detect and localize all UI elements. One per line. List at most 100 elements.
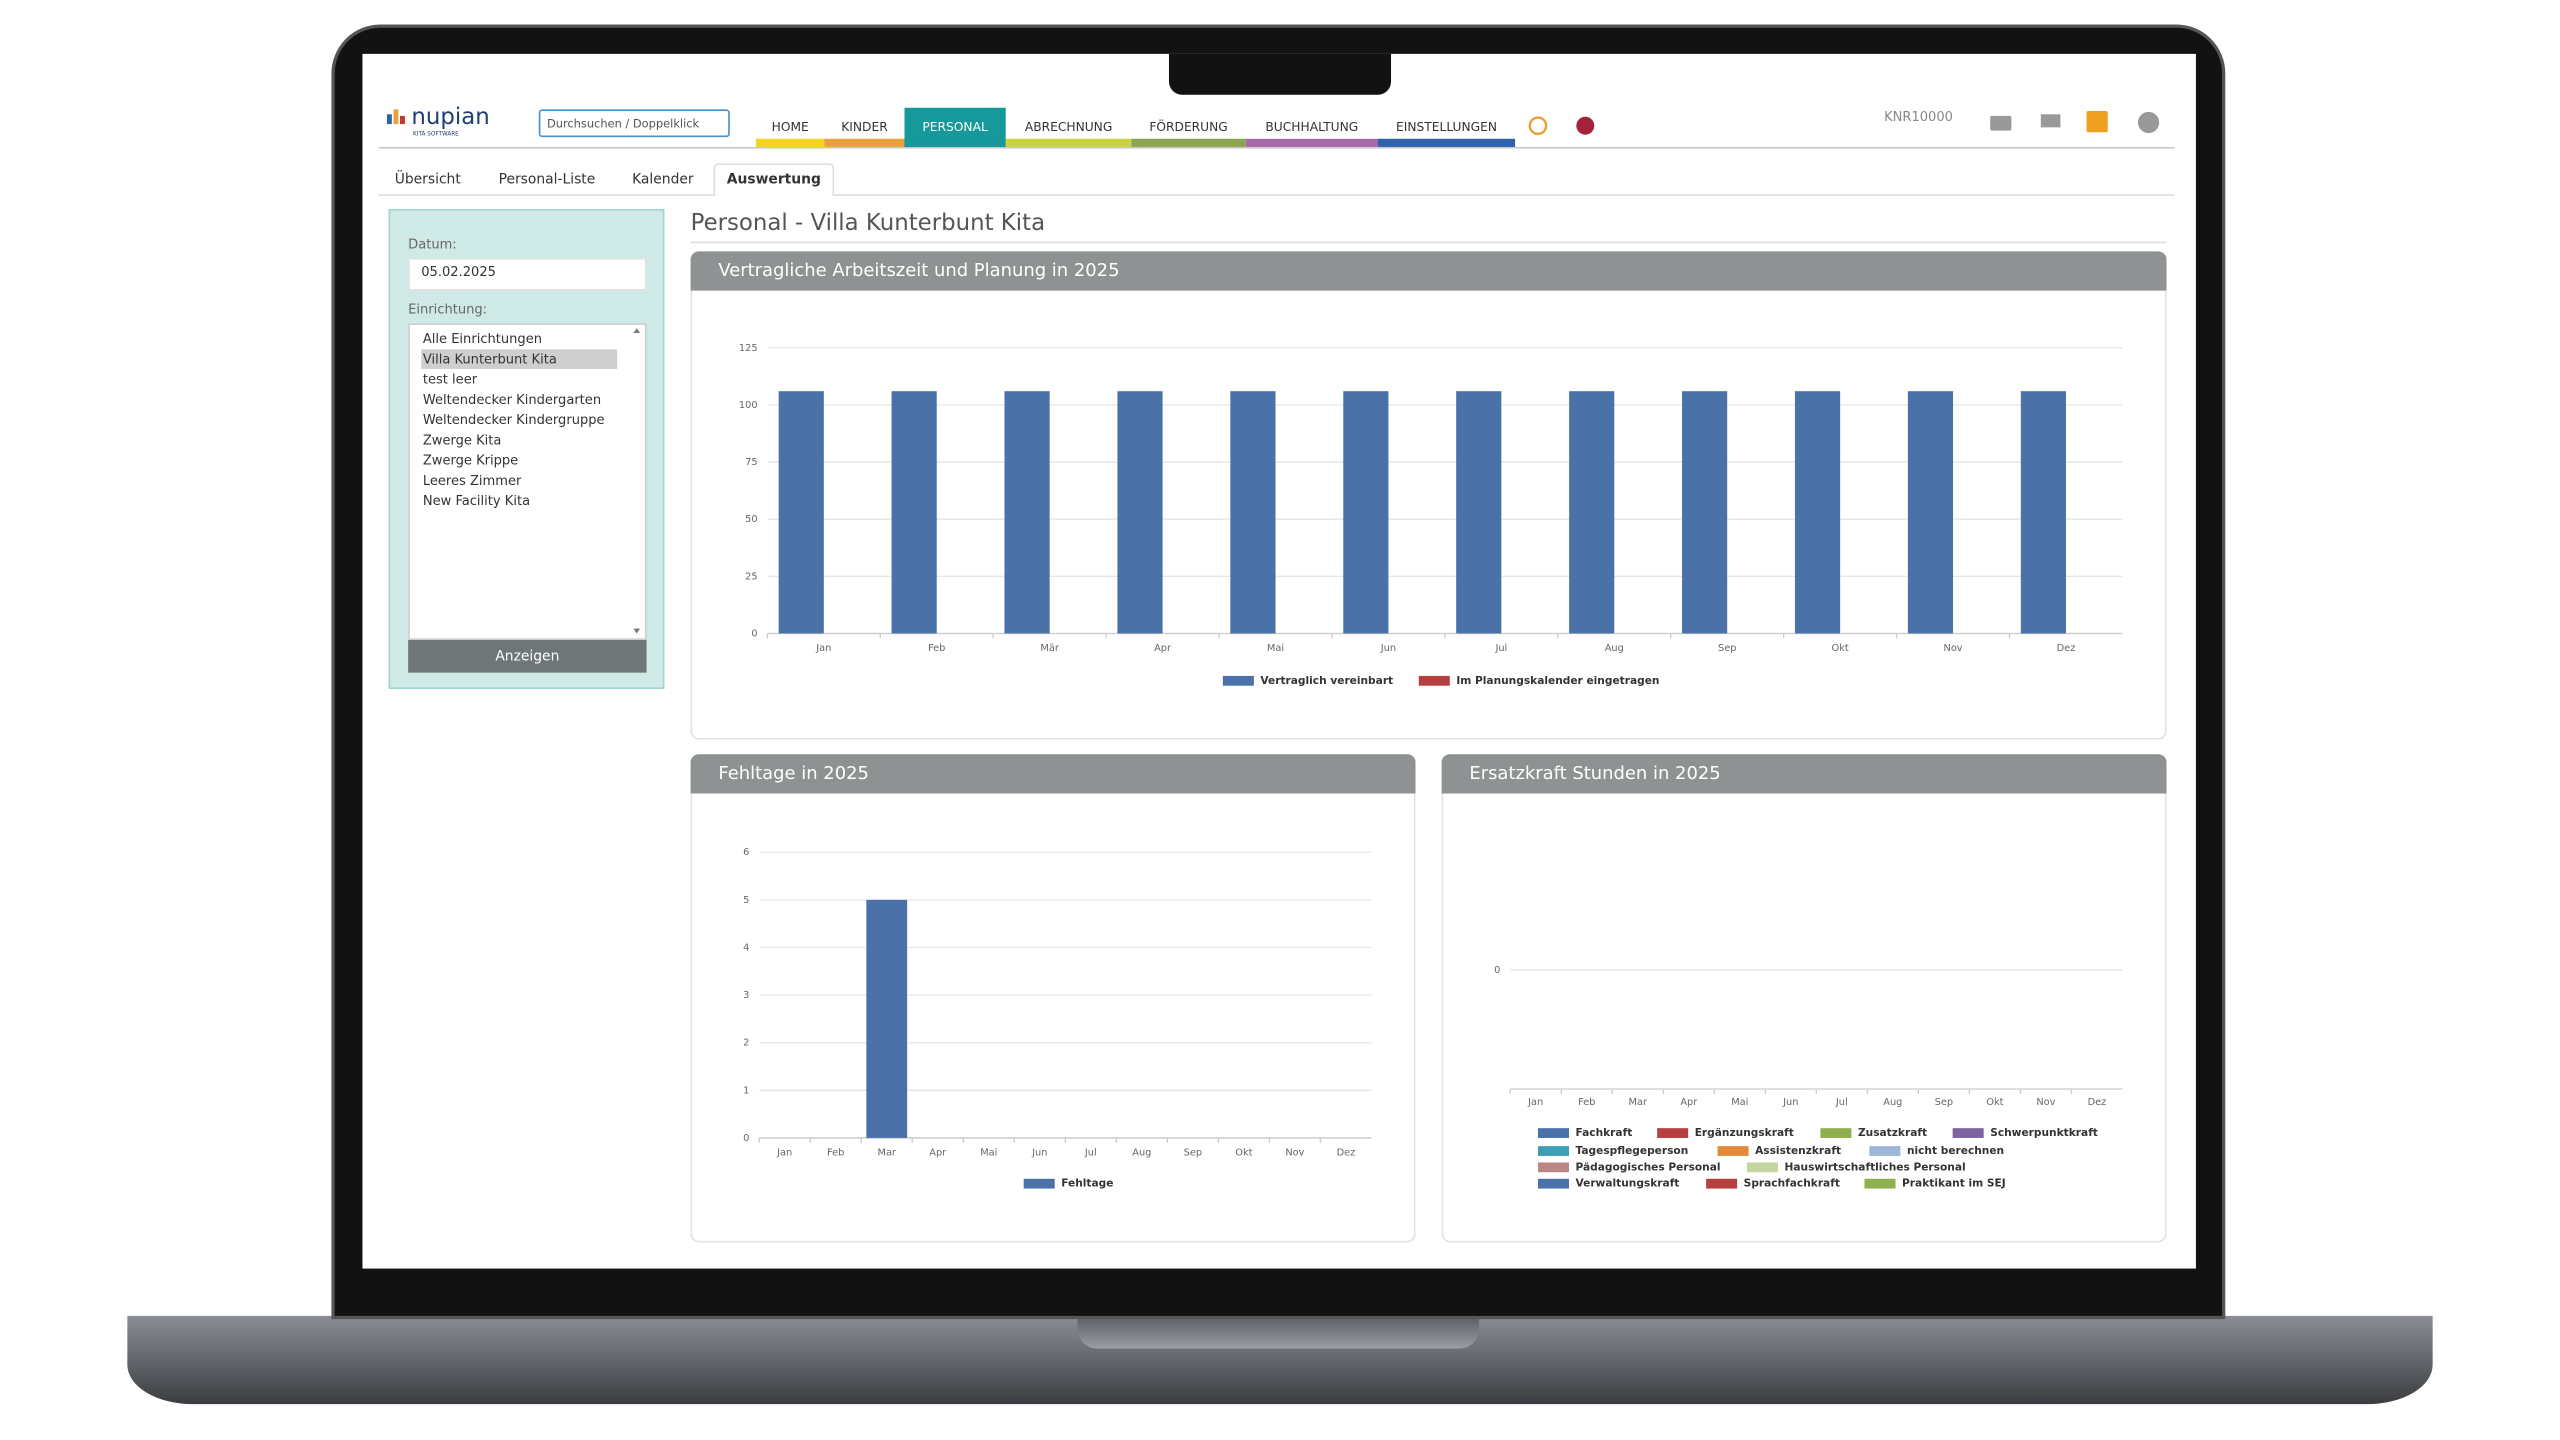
facility-item[interactable]: Leeres Zimmer: [423, 474, 522, 489]
legend-label[interactable]: Zusatzkraft: [1858, 1126, 1927, 1139]
scroll-arrow[interactable]: [633, 628, 640, 634]
legend-swatch: [1820, 1128, 1852, 1138]
nav-underline: [904, 138, 1006, 147]
legend-label[interactable]: Pädagogisches Personal: [1576, 1160, 1721, 1173]
account-icon[interactable]: [2137, 111, 2160, 134]
x-tick-label: Jun: [1782, 1097, 1798, 1108]
x-tick-label: Apr: [1154, 643, 1172, 654]
question-icon[interactable]: [2086, 111, 2108, 133]
nav-item[interactable]: BUCHHALTUNG: [1265, 120, 1358, 134]
search-placeholder[interactable]: Durchsuchen / Doppelklick: [547, 117, 700, 131]
y-tick-label: 5: [743, 895, 749, 906]
legend-label[interactable]: Tagespflegeperson: [1576, 1144, 1689, 1157]
logo-mark: [386, 114, 392, 125]
nav-underline: [1245, 138, 1378, 147]
legend-swatch: [1537, 1178, 1569, 1189]
x-tick-label: Feb: [827, 1148, 844, 1159]
chart-title: Fehltage in 2025: [718, 763, 869, 784]
legend-label[interactable]: Verwaltungskraft: [1576, 1177, 1680, 1190]
x-tick-label: Feb: [1578, 1097, 1595, 1108]
selected-row: [421, 349, 618, 369]
bar: [2020, 391, 2066, 634]
x-tick-label: Jan: [1527, 1097, 1543, 1108]
facility-item[interactable]: test leer: [423, 373, 478, 388]
x-tick-label: Mar: [878, 1148, 897, 1159]
x-tick-label: Apr: [1680, 1097, 1698, 1108]
panel-header: [690, 251, 2167, 291]
tab-line: [378, 194, 2175, 196]
legend-label[interactable]: Sprachfachkraft: [1744, 1177, 1840, 1190]
chart-title: Ersatzkraft Stunden in 2025: [1469, 763, 1720, 784]
print-icon[interactable]: [1990, 115, 2012, 131]
bar: [1682, 391, 1728, 634]
nav-item[interactable]: PERSONAL: [922, 120, 988, 134]
legend-swatch: [1537, 1146, 1569, 1156]
y-tick-label: 25: [745, 571, 757, 582]
help-icon[interactable]: [1576, 116, 1595, 135]
facility-item[interactable]: Weltendecker Kindergruppe: [423, 413, 605, 428]
x-tick-label: Jan: [815, 643, 831, 654]
bar: [1569, 391, 1615, 634]
facility-item[interactable]: New Facility Kita: [423, 494, 530, 509]
show-button[interactable]: [408, 640, 647, 673]
legend-swatch: [1023, 1178, 1055, 1189]
legend-label[interactable]: Vertraglich vereinbart: [1260, 674, 1393, 687]
y-tick-label: 0: [743, 1133, 749, 1144]
search-box[interactable]: [538, 109, 730, 138]
legend-label[interactable]: Fehltage: [1061, 1177, 1113, 1190]
active-tab[interactable]: [713, 163, 835, 196]
tab[interactable]: Kalender: [632, 172, 694, 188]
legend-swatch: [1418, 675, 1450, 686]
x-tick-label: Apr: [929, 1148, 947, 1159]
legend-label[interactable]: Assistenzkraft: [1755, 1144, 1841, 1157]
x-tick-label: Feb: [928, 643, 945, 654]
heading-line: [690, 241, 2167, 244]
legend-swatch: [1537, 1162, 1569, 1173]
nav-item[interactable]: FÖRDERUNG: [1149, 118, 1227, 134]
support-icon[interactable]: [1528, 116, 1548, 136]
bar: [891, 391, 937, 634]
facility-item[interactable]: Zwerge Kita: [423, 433, 502, 448]
x-tick-label: Aug: [1132, 1148, 1151, 1159]
legend-swatch: [1706, 1178, 1738, 1189]
legend-label[interactable]: Hauswirtschaftliches Personal: [1784, 1160, 1965, 1173]
scroll-arrow[interactable]: [633, 328, 640, 334]
nav-underline: [1131, 138, 1246, 147]
nav-item[interactable]: EINSTELLUNGEN: [1396, 120, 1497, 134]
legend-label[interactable]: Praktikant im SEJ: [1902, 1177, 2006, 1190]
bar: [1907, 391, 1954, 634]
legend-label[interactable]: Ergänzungskraft: [1695, 1126, 1794, 1139]
date-label: Datum:: [408, 237, 457, 252]
legend-swatch: [1222, 675, 1254, 686]
facility-list[interactable]: [408, 323, 647, 640]
x-tick-label: Mai: [1267, 643, 1284, 654]
y-tick-label: 3: [743, 990, 749, 1001]
user-id: KNR10000: [1884, 110, 1953, 125]
nav-item[interactable]: KINDER: [841, 120, 888, 134]
legend-label[interactable]: Schwerpunktkraft: [1990, 1126, 2098, 1139]
tab[interactable]: Personal-Liste: [499, 172, 596, 188]
page-heading: Personal - Villa Kunterbunt Kita: [691, 210, 1045, 236]
mail-icon[interactable]: [2040, 114, 2061, 128]
x-tick-label: Mar: [1629, 1097, 1648, 1108]
facility-item[interactable]: Alle Einrichtungen: [423, 332, 542, 347]
tab[interactable]: Übersicht: [395, 170, 462, 188]
nav-item[interactable]: ABRECHNUNG: [1025, 120, 1112, 134]
facility-item[interactable]: Weltendecker Kindergarten: [423, 393, 601, 408]
button-label[interactable]: Anzeigen: [495, 648, 559, 664]
date-input[interactable]: [408, 257, 647, 291]
facility-item[interactable]: Villa Kunterbunt Kita: [423, 352, 557, 367]
nav-item[interactable]: HOME: [772, 120, 809, 134]
legend-label[interactable]: nicht berechnen: [1907, 1144, 2004, 1157]
x-tick-label: Jun: [1380, 643, 1396, 654]
legend-label[interactable]: Im Planungskalender eingetragen: [1456, 674, 1659, 687]
legend-label[interactable]: Fachkraft: [1576, 1126, 1633, 1139]
tab[interactable]: Auswertung: [727, 172, 821, 188]
x-tick-label: Mai: [1731, 1097, 1748, 1108]
facility-item[interactable]: Zwerge Krippe: [423, 454, 518, 469]
x-tick-label: Jul: [1084, 1148, 1097, 1159]
date-value[interactable]: 05.02.2025: [421, 265, 496, 280]
x-tick-label: Jul: [1494, 643, 1507, 654]
logo-mark: [393, 109, 399, 125]
